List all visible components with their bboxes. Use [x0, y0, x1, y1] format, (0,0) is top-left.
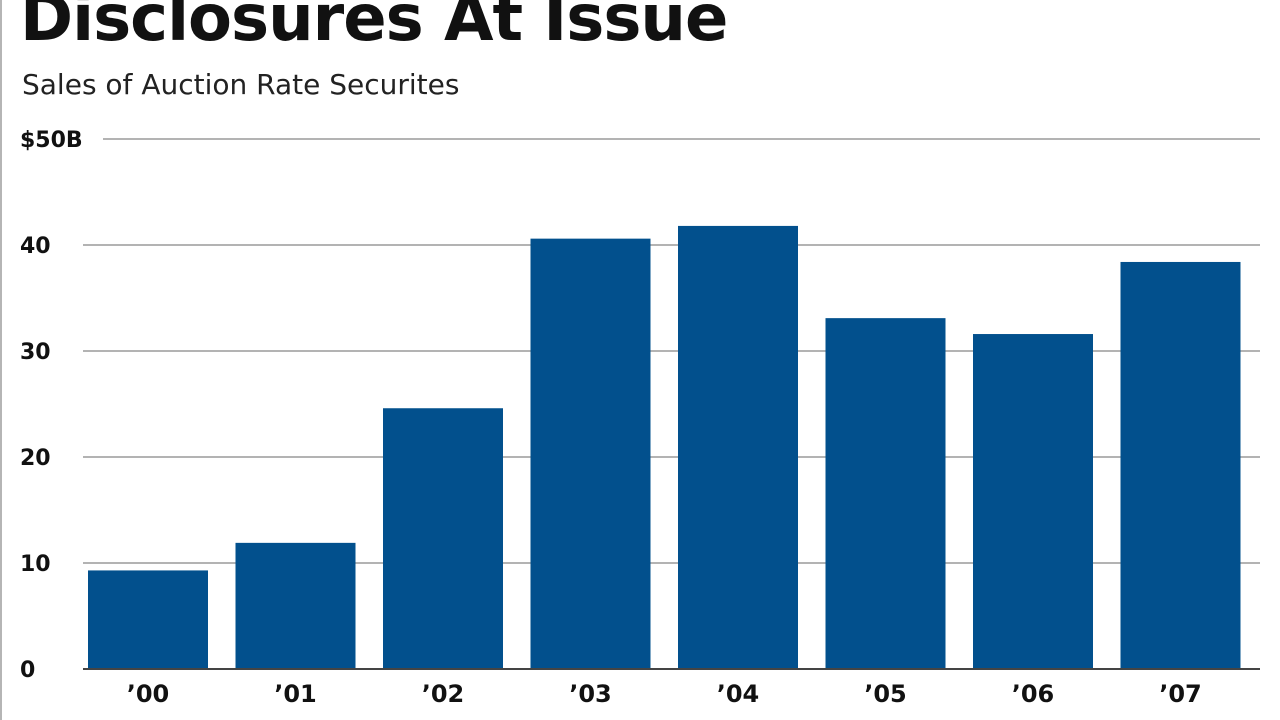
y-tick-label: 30	[20, 340, 51, 365]
x-tick-label: ’02	[422, 680, 465, 708]
chart-title: Disclosures At Issue	[20, 0, 728, 56]
y-tick-label: 20	[20, 446, 51, 471]
y-tick-label: $50B	[20, 128, 83, 153]
bar-6	[973, 334, 1093, 669]
bar-2	[383, 408, 503, 669]
x-tick-label: ’04	[717, 680, 760, 708]
bar-0	[88, 570, 208, 669]
chart-frame-border	[0, 0, 2, 720]
bars	[88, 225, 1241, 670]
x-tick-label: ’00	[127, 680, 170, 708]
bar-3	[530, 238, 651, 669]
x-tick-label: ’05	[864, 680, 907, 708]
y-tick-label: 0	[20, 658, 35, 683]
y-tick-label: 40	[20, 234, 51, 259]
bar-1	[235, 542, 356, 669]
x-tick-label: ’06	[1012, 680, 1055, 708]
y-tick-label: 10	[20, 552, 51, 577]
chart-subtitle: Sales of Auction Rate Securites	[22, 68, 460, 101]
bar-7	[1120, 261, 1241, 669]
x-tick-label: ’07	[1159, 680, 1202, 708]
bar-5	[825, 318, 946, 669]
y-axis-ticks: 0 10 20 30 40 $50B	[20, 128, 83, 683]
x-tick-label: ’01	[274, 680, 317, 708]
x-tick-label: ’03	[569, 680, 612, 708]
x-axis-ticks: ’00 ’01 ’02 ’03 ’04 ’05 ’06 ’07	[127, 680, 1202, 708]
bar-4	[678, 225, 798, 670]
